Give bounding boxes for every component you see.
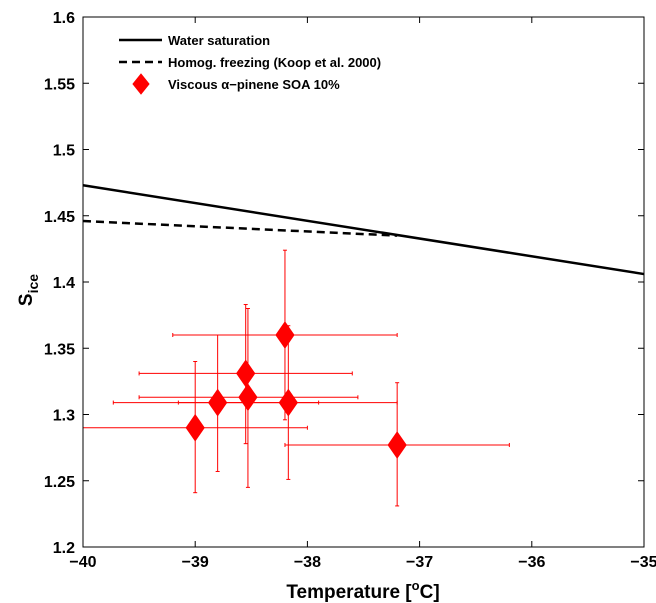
x-tick-label: −39 <box>182 554 209 571</box>
data-point-diamond <box>185 413 205 442</box>
data-point-diamond <box>278 388 298 417</box>
x-tick-label: −40 <box>69 554 96 571</box>
data-point-diamond <box>238 383 258 412</box>
legend-label-viscous-soa: Viscous α−pinene SOA 10% <box>168 77 340 92</box>
x-tick-label: −35 <box>630 554 656 571</box>
y-tick-label: 1.3 <box>53 408 75 425</box>
data-point-diamond <box>387 431 407 459</box>
y-tick-label: 1.2 <box>53 540 75 557</box>
x-tick-label: −36 <box>518 554 545 571</box>
y-axis-title: Sice <box>16 274 41 306</box>
y-tick-label: 1.25 <box>44 474 75 491</box>
legend: Water saturation Homog. freezing (Koop e… <box>119 33 381 95</box>
legend-swatch-viscous-soa <box>132 73 150 95</box>
axis-layer: −40 −39 −38 −37 −36 −35 1.2 1.25 1.3 1.35 1.4 1.45 1… <box>44 10 656 571</box>
plot-area <box>83 17 644 547</box>
homog-freezing-line <box>82 219 398 237</box>
x-axis-title: Temperature [oC] <box>286 578 439 603</box>
data-point-diamond <box>275 321 295 349</box>
y-tick-label: 1.6 <box>53 10 75 27</box>
y-tick-label: 1.5 <box>53 143 75 160</box>
x-tick-label: −38 <box>294 554 321 571</box>
water-saturation-line <box>82 184 645 276</box>
y-tick-label: 1.4 <box>53 275 75 292</box>
x-tick-label: −37 <box>406 554 433 571</box>
y-tick-label: 1.55 <box>44 76 75 93</box>
legend-label-water-saturation: Water saturation <box>168 33 270 48</box>
data-point-diamond <box>236 359 256 388</box>
y-tick-label: 1.35 <box>44 341 75 358</box>
series-layer <box>82 184 645 507</box>
y-tick-label: 1.45 <box>44 209 75 226</box>
legend-label-homog-freezing: Homog. freezing (Koop et al. 2000) <box>168 55 381 70</box>
